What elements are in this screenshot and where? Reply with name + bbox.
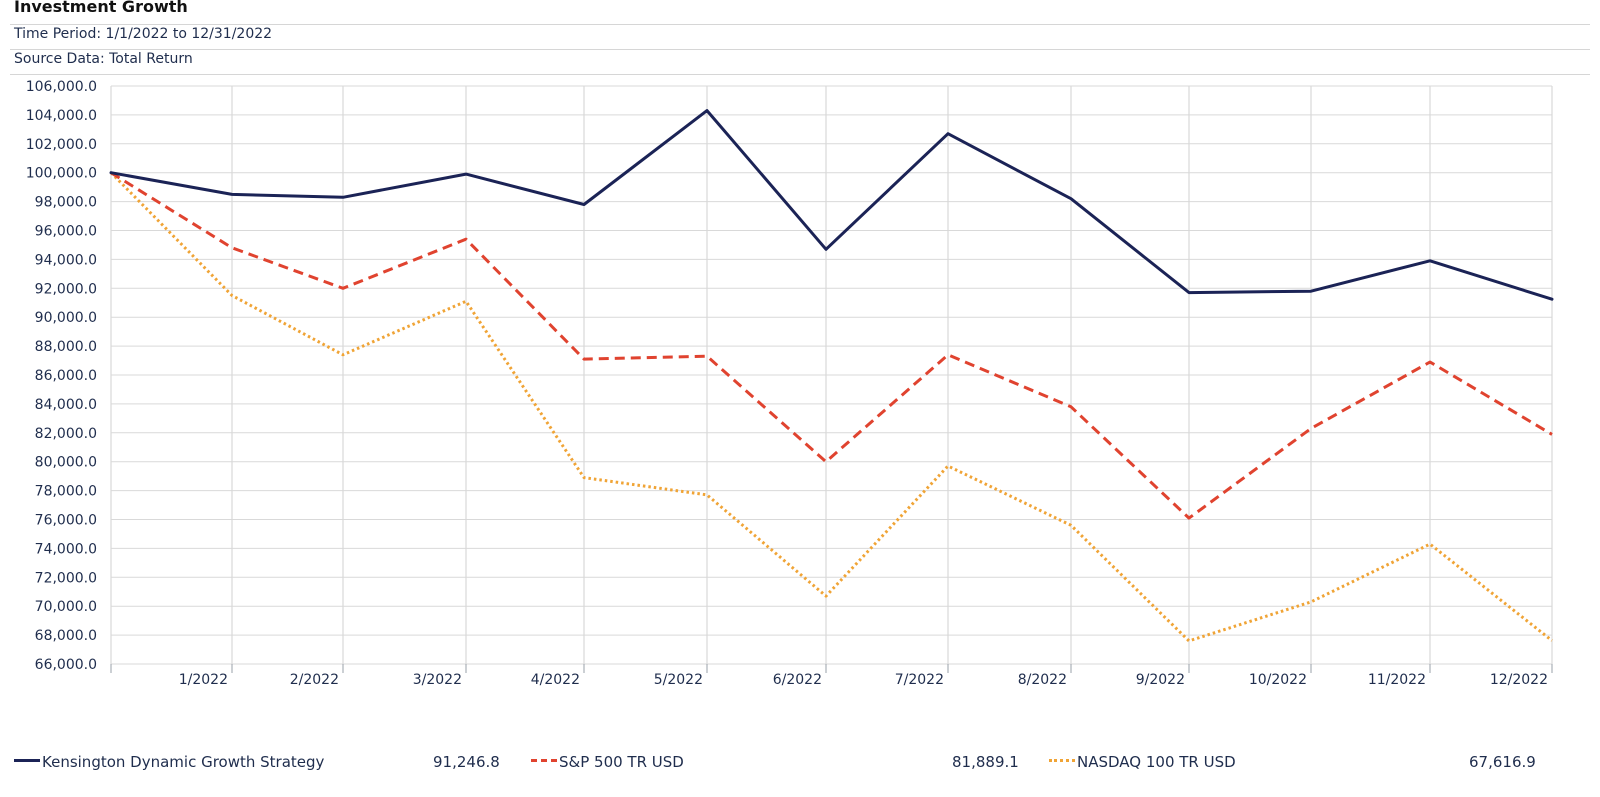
divider [10,74,1590,75]
legend-swatch-solid [14,759,40,762]
legend-value: 67,616.9 [1469,753,1536,771]
series-line [109,171,1553,643]
legend-value-kensington: 91,246.8 [433,753,500,771]
legend-label: S&P 500 TR USD [559,753,684,771]
legend-value: 91,246.8 [433,753,500,771]
legend-label: NASDAQ 100 TR USD [1077,753,1236,771]
y-tick-label: 70,000.0 [35,599,97,615]
x-tick-label: 2/2022 [290,672,339,688]
y-tick-label: 76,000.0 [35,513,97,529]
y-tick-label: 68,000.0 [35,628,97,644]
divider [10,24,1590,25]
x-tick-label: 9/2022 [1136,672,1185,688]
y-tick-label: 86,000.0 [35,368,97,384]
y-tick-label: 80,000.0 [35,455,97,471]
y-tick-label: 102,000.0 [26,137,97,153]
y-tick-label: 94,000.0 [35,252,97,268]
y-tick-label: 88,000.0 [35,339,97,355]
divider [10,49,1590,50]
x-tick-label: 12/2022 [1490,672,1548,688]
y-tick-label: 104,000.0 [26,108,97,124]
y-tick-label: 106,000.0 [26,79,97,95]
y-tick-label: 100,000.0 [26,166,97,182]
y-tick-label: 74,000.0 [35,541,97,557]
legend-item-sp500: S&P 500 TR USD [531,753,684,771]
y-tick-label: 98,000.0 [35,195,97,211]
legend-label: Kensington Dynamic Growth Strategy [42,753,325,771]
legend-item-kensington: Kensington Dynamic Growth Strategy [14,753,324,771]
y-tick-label: 78,000.0 [35,484,97,500]
y-tick-label: 90,000.0 [35,310,97,326]
x-tick-label: 1/2022 [179,672,228,688]
y-tick-label: 96,000.0 [35,224,97,240]
y-tick-label: 72,000.0 [35,570,97,586]
x-tick-label: 10/2022 [1249,672,1307,688]
x-tick-label: 4/2022 [531,672,580,688]
x-tick-label: 11/2022 [1368,672,1426,688]
x-tick-label: 3/2022 [413,672,462,688]
chart-title: Investment Growth [14,0,188,16]
x-tick-label: 5/2022 [654,672,703,688]
time-period-label: Time Period: 1/1/2022 to 12/31/2022 [14,26,273,42]
x-tick-label: 8/2022 [1018,672,1067,688]
legend-swatch-dotted [1049,759,1075,762]
series-line [109,109,1554,301]
x-tick-label: 7/2022 [895,672,944,688]
investment-growth-chart: 106,000.0 104,000.0 102,000.0 100,000.0 98,0… [26,79,1554,688]
y-tick-label: 66,000.0 [35,657,97,673]
y-tick-label: 92,000.0 [35,281,97,297]
legend-swatch-dashed [531,759,557,762]
legend-value-sp500: 81,889.1 [952,753,1019,771]
y-tick-label: 84,000.0 [35,397,97,413]
legend-value-nasdaq: 67,616.9 [1469,753,1536,771]
y-tick-label: 82,000.0 [35,426,97,442]
series-line [110,171,1553,520]
source-data-label: Source Data: Total Return [14,51,193,67]
x-tick-label: 6/2022 [773,672,822,688]
legend-item-nasdaq: NASDAQ 100 TR USD [1049,753,1236,771]
legend-value: 81,889.1 [952,753,1019,771]
